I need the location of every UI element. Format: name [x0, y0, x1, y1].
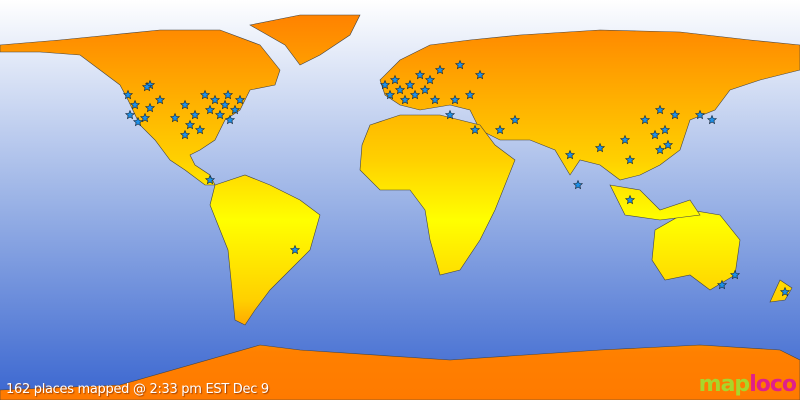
place-marker-star-icon[interactable] — [444, 109, 456, 120]
place-marker-star-icon[interactable] — [414, 69, 426, 80]
place-marker-star-icon[interactable] — [659, 124, 671, 135]
place-marker-star-icon[interactable] — [624, 194, 636, 205]
place-marker-star-icon[interactable] — [399, 94, 411, 105]
place-marker-star-icon[interactable] — [509, 114, 521, 125]
place-marker-star-icon[interactable] — [409, 89, 421, 100]
place-marker-star-icon[interactable] — [454, 59, 466, 70]
place-marker-star-icon[interactable] — [694, 109, 706, 120]
place-marker-star-icon[interactable] — [429, 94, 441, 105]
land — [0, 14, 800, 400]
place-marker-star-icon[interactable] — [394, 84, 406, 95]
place-marker-star-icon[interactable] — [779, 286, 791, 297]
place-marker-star-icon[interactable] — [144, 102, 156, 113]
place-marker-star-icon[interactable] — [639, 114, 651, 125]
place-marker-star-icon[interactable] — [729, 269, 741, 280]
place-marker-star-icon[interactable] — [204, 174, 216, 185]
place-marker-star-icon[interactable] — [662, 139, 674, 150]
place-marker-star-icon[interactable] — [474, 69, 486, 80]
place-marker-star-icon[interactable] — [234, 94, 246, 105]
place-marker-star-icon[interactable] — [434, 64, 446, 75]
place-marker-star-icon[interactable] — [129, 99, 141, 110]
place-marker-star-icon[interactable] — [209, 94, 221, 105]
place-marker-star-icon[interactable] — [141, 81, 153, 92]
place-marker-star-icon[interactable] — [184, 119, 196, 130]
place-marker-star-icon[interactable] — [619, 134, 631, 145]
place-marker-star-icon[interactable] — [214, 109, 226, 120]
place-marker-star-icon[interactable] — [594, 142, 606, 153]
place-marker-star-icon[interactable] — [404, 79, 416, 90]
place-marker-star-icon[interactable] — [169, 112, 181, 123]
north-america — [0, 29, 281, 186]
place-marker-star-icon[interactable] — [139, 112, 151, 123]
maploco-logo[interactable]: maploco — [698, 372, 797, 397]
southeast-asia — [609, 184, 701, 221]
place-marker-star-icon[interactable] — [469, 124, 481, 135]
place-marker-star-icon[interactable] — [189, 109, 201, 120]
place-marker-star-icon[interactable] — [494, 124, 506, 135]
africa — [359, 114, 516, 276]
place-marker-star-icon[interactable] — [464, 89, 476, 100]
place-marker-star-icon[interactable] — [564, 149, 576, 160]
europe-asia — [379, 29, 800, 181]
place-marker-star-icon[interactable] — [654, 104, 666, 115]
place-marker-star-icon[interactable] — [219, 99, 231, 110]
place-marker-star-icon[interactable] — [424, 74, 436, 85]
place-marker-star-icon[interactable] — [389, 74, 401, 85]
place-marker-star-icon[interactable] — [194, 124, 206, 135]
place-marker-star-icon[interactable] — [132, 116, 144, 127]
place-marker-star-icon[interactable] — [179, 99, 191, 110]
place-marker-star-icon[interactable] — [289, 244, 301, 255]
place-marker-star-icon[interactable] — [419, 84, 431, 95]
place-marker-star-icon[interactable] — [379, 79, 391, 90]
antarctica — [0, 344, 800, 400]
place-marker-star-icon[interactable] — [224, 114, 236, 125]
place-marker-star-icon[interactable] — [384, 89, 396, 100]
greenland — [249, 14, 361, 66]
place-marker-star-icon[interactable] — [572, 179, 584, 190]
place-marker-star-icon[interactable] — [222, 89, 234, 100]
markers — [122, 59, 791, 297]
place-marker-star-icon[interactable] — [706, 114, 718, 125]
place-marker-star-icon[interactable] — [229, 104, 241, 115]
place-marker-star-icon[interactable] — [124, 109, 136, 120]
place-marker-star-icon[interactable] — [669, 109, 681, 120]
place-marker-star-icon[interactable] — [199, 89, 211, 100]
place-marker-star-icon[interactable] — [204, 104, 216, 115]
place-marker-star-icon[interactable] — [179, 129, 191, 140]
place-marker-star-icon[interactable] — [449, 94, 461, 105]
place-marker-star-icon[interactable] — [649, 129, 661, 140]
place-marker-star-icon[interactable] — [154, 94, 166, 105]
place-marker-star-icon[interactable] — [624, 154, 636, 165]
place-marker-star-icon[interactable] — [654, 144, 666, 155]
south-america — [209, 174, 321, 326]
places-caption: 162 places mapped @ 2:33 pm EST Dec 9 — [6, 382, 269, 397]
place-marker-star-icon[interactable] — [716, 279, 728, 290]
place-marker-star-icon[interactable] — [122, 89, 134, 100]
